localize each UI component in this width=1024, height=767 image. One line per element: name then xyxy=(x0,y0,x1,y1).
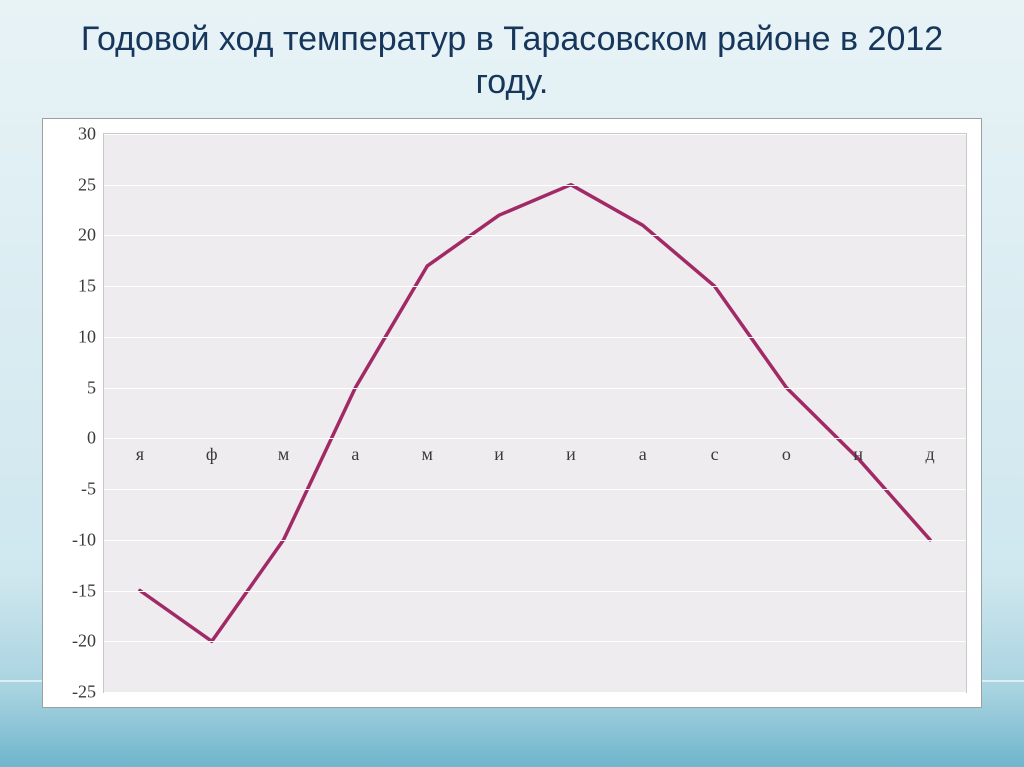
x-tick-label: м xyxy=(278,444,289,465)
grid-line xyxy=(104,692,966,693)
grid-line xyxy=(104,438,966,439)
grid-line xyxy=(104,235,966,236)
plot-area: 302520151050-5-10-15-20-25яфмамииасонд xyxy=(103,133,967,693)
y-tick-label: 15 xyxy=(78,276,96,297)
y-tick-label: 5 xyxy=(87,377,96,398)
line-series xyxy=(104,134,966,692)
chart-frame: 30 25 20 15 10 5 0 -5 -10 -15 -20 -25 я ф м а м и и а с о н д xyxy=(42,118,982,708)
grid-line xyxy=(104,540,966,541)
y-tick-label: 30 xyxy=(78,124,96,145)
y-tick-label: 25 xyxy=(78,174,96,195)
x-tick-label: о xyxy=(782,444,791,465)
temperature-line xyxy=(140,185,930,642)
x-tick-label: м xyxy=(422,444,433,465)
grid-line xyxy=(104,134,966,135)
x-tick-label: д xyxy=(925,444,934,465)
y-tick-label: -20 xyxy=(72,631,96,652)
x-tick-label: с xyxy=(711,444,719,465)
y-tick-label: -10 xyxy=(72,529,96,550)
y-tick-label: -25 xyxy=(72,682,96,703)
x-tick-label: н xyxy=(853,444,863,465)
grid-line xyxy=(104,641,966,642)
grid-line xyxy=(104,591,966,592)
x-tick-label: а xyxy=(351,444,359,465)
x-tick-label: и xyxy=(566,444,576,465)
grid-line xyxy=(104,388,966,389)
y-tick-label: -15 xyxy=(72,580,96,601)
grid-line xyxy=(104,337,966,338)
x-tick-label: а xyxy=(639,444,647,465)
y-tick-label: 10 xyxy=(78,326,96,347)
slide-background: Годовой ход температур в Тарасовском рай… xyxy=(0,0,1024,767)
y-tick-label: 0 xyxy=(87,428,96,449)
x-tick-label: я xyxy=(136,444,144,465)
x-tick-label: ф xyxy=(206,444,218,465)
y-tick-label: 20 xyxy=(78,225,96,246)
grid-line xyxy=(104,185,966,186)
x-tick-label: и xyxy=(494,444,504,465)
y-tick-label: -5 xyxy=(81,479,96,500)
chart-title: Годовой ход температур в Тарасовском рай… xyxy=(0,18,1024,103)
grid-line xyxy=(104,489,966,490)
grid-line xyxy=(104,286,966,287)
